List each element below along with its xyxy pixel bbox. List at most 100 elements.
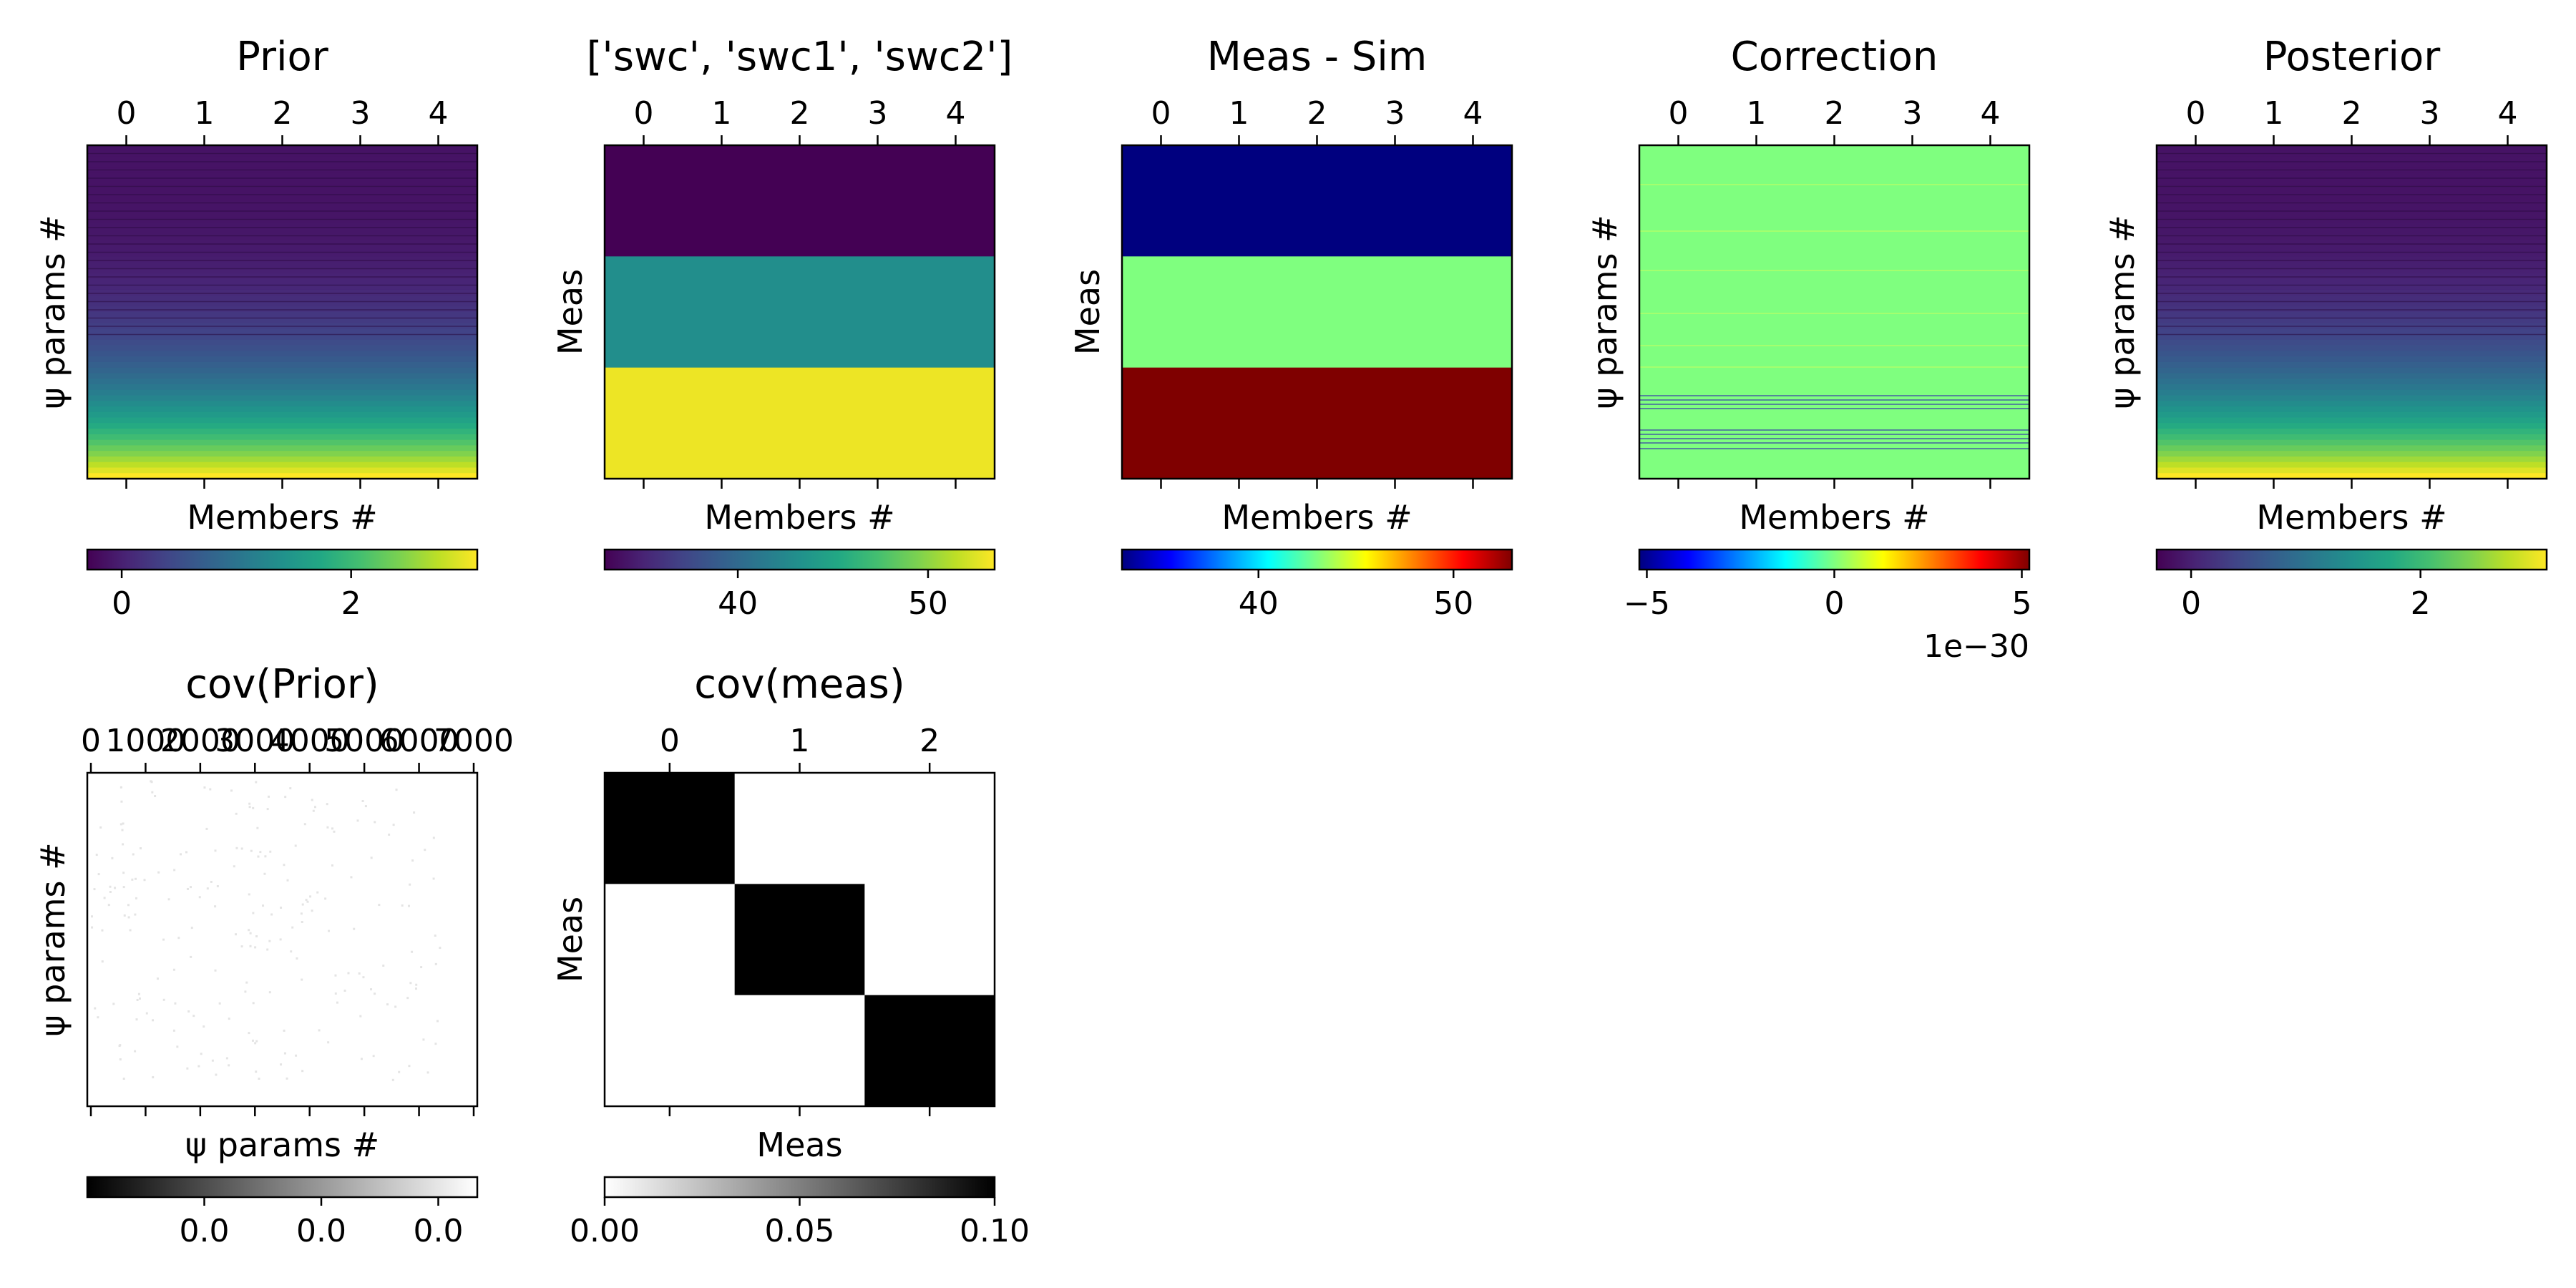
heatmap-dot: [197, 1065, 200, 1068]
y-axis-label: ψ params #: [1586, 215, 1624, 409]
heatmap-dot: [123, 914, 126, 917]
heatmap-dot: [129, 929, 132, 932]
heatmap-dot: [187, 1010, 190, 1013]
panel-correction: Correction 0 1 2 3 4 Members # ψ params # −5 0 5 1e…: [1586, 34, 2032, 665]
heatmap-band: [2157, 467, 2547, 474]
heatmap-dot: [434, 935, 436, 937]
heatmap-dot: [286, 879, 289, 882]
heatmap-band: [2157, 406, 2547, 413]
heatmap-dot: [97, 873, 100, 876]
heatmap-band: [87, 234, 477, 240]
heatmap-dot: [306, 900, 309, 903]
heatmap-dot: [328, 930, 331, 932]
heatmap-band: [87, 462, 477, 469]
heatmap-dot: [270, 913, 273, 916]
heatmap-dot: [190, 927, 193, 930]
heatmap-band: [2157, 389, 2547, 396]
x-tick-label: 4: [1463, 95, 1483, 132]
heatmap-band: [87, 195, 477, 202]
heatmap-band: [2157, 345, 2547, 351]
heatmap-image: [87, 773, 477, 1106]
heatmap-band: [2157, 289, 2547, 296]
heatmap-dot: [301, 1070, 304, 1073]
heatmap-dot: [283, 1029, 286, 1032]
heatmap-dot: [150, 781, 153, 784]
heatmap-dot: [99, 826, 102, 829]
heatmap-dot: [326, 826, 329, 829]
heatmap-dot: [264, 855, 267, 858]
heatmap-dot: [255, 935, 258, 937]
heatmap-dot: [135, 1018, 138, 1021]
heatmap-dot: [101, 960, 104, 963]
heatmap-dot: [370, 988, 373, 991]
heatmap-band: [2157, 361, 2547, 369]
heatmap-dot: [312, 809, 315, 812]
heatmap-band: [2157, 439, 2547, 446]
heatmap-dot: [245, 981, 248, 984]
heatmap-dot: [334, 974, 337, 977]
heatmap-band: [2157, 267, 2547, 274]
x-tick-label: 2: [1825, 95, 1845, 132]
heatmap-dot: [93, 888, 96, 891]
heatmap-dot: [388, 833, 391, 836]
heatmap-band: [87, 384, 477, 391]
x-tick-label: 2: [919, 723, 940, 759]
heatmap-dot: [122, 1078, 125, 1080]
heatmap-dot: [291, 926, 294, 929]
heatmap-dot: [290, 950, 293, 953]
heatmap-dot: [279, 938, 282, 941]
heatmap-band: [2157, 334, 2547, 341]
heatmap-dot: [314, 806, 317, 809]
heatmap-band: [2157, 339, 2547, 346]
heatmap-band: [87, 217, 477, 224]
heatmap-dot: [409, 883, 411, 886]
heatmap-dot: [426, 1071, 429, 1074]
panel-title: Prior: [236, 34, 329, 80]
heatmap-band: [87, 178, 477, 185]
heatmap-dot: [262, 904, 265, 907]
heatmap-dot: [386, 1003, 389, 1006]
heatmap-band: [2157, 317, 2547, 324]
colorbar: 40 50: [1121, 548, 1513, 622]
heatmap-row: [605, 367, 995, 479]
heatmap-dot: [228, 1018, 230, 1020]
x-tick-label: 0: [117, 95, 137, 132]
x-tick-label: 0: [81, 723, 101, 759]
heatmap-dot: [295, 1054, 298, 1057]
panel-title: cov(Prior): [185, 661, 379, 708]
heatmap-dot: [374, 992, 376, 995]
heatmap-band: [2157, 379, 2547, 385]
heatmap-band: [87, 339, 477, 346]
x-tick-label: 4: [429, 95, 449, 132]
heatmap-dot: [176, 1045, 179, 1048]
heatmap-dot: [97, 1016, 99, 1019]
heatmap-dot: [280, 1063, 283, 1066]
heatmap-band: [2157, 367, 2547, 374]
heatmap-band: [2157, 223, 2547, 230]
heatmap-dot: [303, 823, 306, 826]
heatmap-image: [87, 145, 477, 479]
heatmap-dot: [268, 991, 271, 994]
heatmap-dot: [283, 864, 286, 867]
heatmap-dot: [135, 877, 137, 880]
x-tick-label: 2: [790, 95, 810, 132]
heatmap-band: [2157, 172, 2547, 180]
heatmap-band: [87, 451, 477, 457]
heatmap-dot: [179, 853, 182, 856]
heatmap-dot: [336, 1001, 338, 1004]
heatmap-band: [87, 312, 477, 318]
heatmap-dot: [372, 1055, 375, 1058]
heatmap-dot: [118, 1045, 121, 1048]
heatmap-dot: [136, 998, 139, 1001]
heatmap-dot: [414, 987, 417, 990]
colorbar-tick-label: 5: [2012, 585, 2032, 622]
colorbar-tick-label: 50: [908, 585, 948, 622]
heatmap-dot: [235, 847, 238, 849]
heatmap-band: [87, 434, 477, 441]
colorbar: 40 50: [603, 548, 996, 622]
heatmap-band: [87, 406, 477, 413]
heatmap-dot: [235, 812, 238, 815]
x-axis-label: Members #: [1739, 498, 1929, 537]
